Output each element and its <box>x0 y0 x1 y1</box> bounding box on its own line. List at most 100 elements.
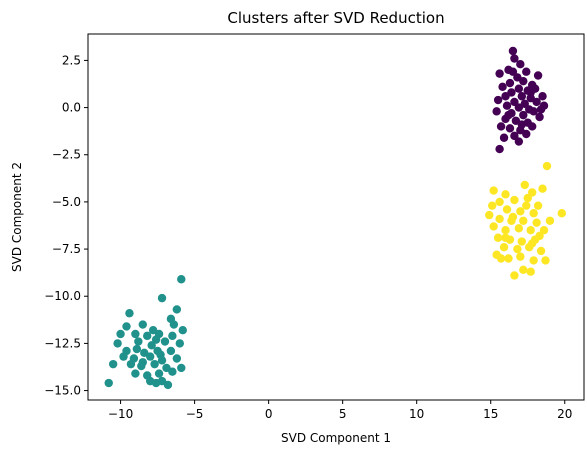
scatter-point <box>134 337 143 346</box>
scatter-point <box>175 339 184 348</box>
x-tick-label: 5 <box>339 407 347 421</box>
scatter-point <box>119 352 128 361</box>
scatter-point <box>172 305 182 314</box>
scatter-point <box>527 122 537 131</box>
scatter-point <box>489 186 498 195</box>
scatter-point <box>496 122 506 131</box>
scatter-point <box>145 352 155 361</box>
scatter-point <box>116 329 125 339</box>
scatter-point <box>514 103 524 112</box>
y-tick-label: 2.5 <box>62 53 81 67</box>
scatter-point <box>541 256 550 265</box>
y-tick-label: −10.0 <box>44 289 81 303</box>
scatter-point <box>131 329 140 339</box>
scatter-point <box>522 201 531 210</box>
scatter-point <box>538 92 547 101</box>
scatter-point <box>168 331 177 341</box>
scatter-point <box>126 359 136 369</box>
y-tick-label: −15.0 <box>44 384 81 398</box>
y-tick-label: −5.0 <box>52 195 81 209</box>
scatter-point <box>539 226 549 235</box>
scatter-point <box>151 378 161 388</box>
scatter-point <box>132 344 142 354</box>
scatter-point <box>150 359 159 369</box>
x-tick-label: 15 <box>483 407 498 421</box>
scatter-point <box>108 359 118 369</box>
scatter-point <box>545 216 555 225</box>
scatter-point <box>163 380 173 390</box>
scatter-point <box>533 201 543 210</box>
scatter-point <box>529 209 538 218</box>
scatter-point <box>522 129 531 139</box>
x-tick-label: 10 <box>409 407 424 421</box>
scatter-point <box>495 144 504 154</box>
scatter-point <box>517 120 527 129</box>
y-axis: 2.5 0.0 −2.5 −5.0 −7.5 −10.0 −12.5 −15.0 <box>44 53 88 398</box>
scatter-point <box>508 212 518 222</box>
scatter-point <box>516 252 525 261</box>
scatter-point <box>532 218 541 227</box>
scatter-point <box>143 331 152 341</box>
scatter-point <box>513 244 522 254</box>
scatter-point <box>178 326 187 335</box>
scatter-point <box>177 275 186 284</box>
scatter-point <box>522 67 531 76</box>
scatter-point <box>517 237 527 246</box>
x-tick-label: 20 <box>557 407 572 421</box>
scatter-point <box>501 226 510 235</box>
scatter-point <box>160 337 170 346</box>
scatter-point <box>510 131 519 141</box>
x-axis: −10 −5 0 5 10 15 20 <box>108 400 572 421</box>
scatter-point <box>533 71 543 80</box>
scatter-point <box>495 69 504 78</box>
scatter-point <box>535 231 544 241</box>
scatter-point <box>505 78 515 88</box>
scatter-point <box>504 254 513 263</box>
scatter-point <box>504 110 513 120</box>
y-tick-label: −12.5 <box>44 336 81 350</box>
scatter-point <box>508 46 518 56</box>
scatter-point <box>516 59 525 69</box>
scatter-point <box>499 133 509 142</box>
scatter-point <box>527 188 537 197</box>
scatter-point <box>492 107 501 116</box>
scatter-point <box>131 369 140 378</box>
scatter-point <box>122 322 131 331</box>
scatter-point <box>113 339 122 348</box>
y-tick-label: −2.5 <box>52 148 81 162</box>
chart-title: Clusters after SVD Reduction <box>227 9 444 27</box>
scatter-point <box>166 346 176 356</box>
scatter-point <box>542 161 552 171</box>
scatter-point <box>510 271 519 280</box>
scatter-point <box>493 95 503 105</box>
scatter-point <box>529 107 538 116</box>
scatter-point <box>177 363 186 373</box>
scatter-point <box>523 193 532 203</box>
scatter-point <box>104 378 113 388</box>
scatter-point <box>536 105 546 114</box>
scatter-point <box>499 242 509 252</box>
scatter-point <box>510 195 519 205</box>
scatter-point <box>529 256 538 265</box>
scatter-point <box>488 201 497 210</box>
scatter-point <box>505 124 515 133</box>
scatter-point <box>501 233 510 242</box>
scatter-point <box>493 233 503 242</box>
scatter-point <box>125 309 134 318</box>
scatter-point <box>526 267 535 276</box>
y-axis-label: SVD Component 2 <box>10 162 24 272</box>
x-axis-label: SVD Component 1 <box>281 431 391 445</box>
scatter-point <box>495 197 504 207</box>
scatter-point <box>169 320 179 329</box>
scatter-point <box>501 190 510 199</box>
scatter-point <box>514 137 524 146</box>
scatter-point <box>508 67 518 76</box>
scatter-point <box>147 341 156 350</box>
scatter-point <box>498 82 507 92</box>
scatter-point <box>514 224 524 233</box>
scatter-point <box>138 320 147 329</box>
scatter-point <box>168 367 177 376</box>
scatter-point <box>557 209 566 218</box>
scatter-point <box>154 369 164 378</box>
